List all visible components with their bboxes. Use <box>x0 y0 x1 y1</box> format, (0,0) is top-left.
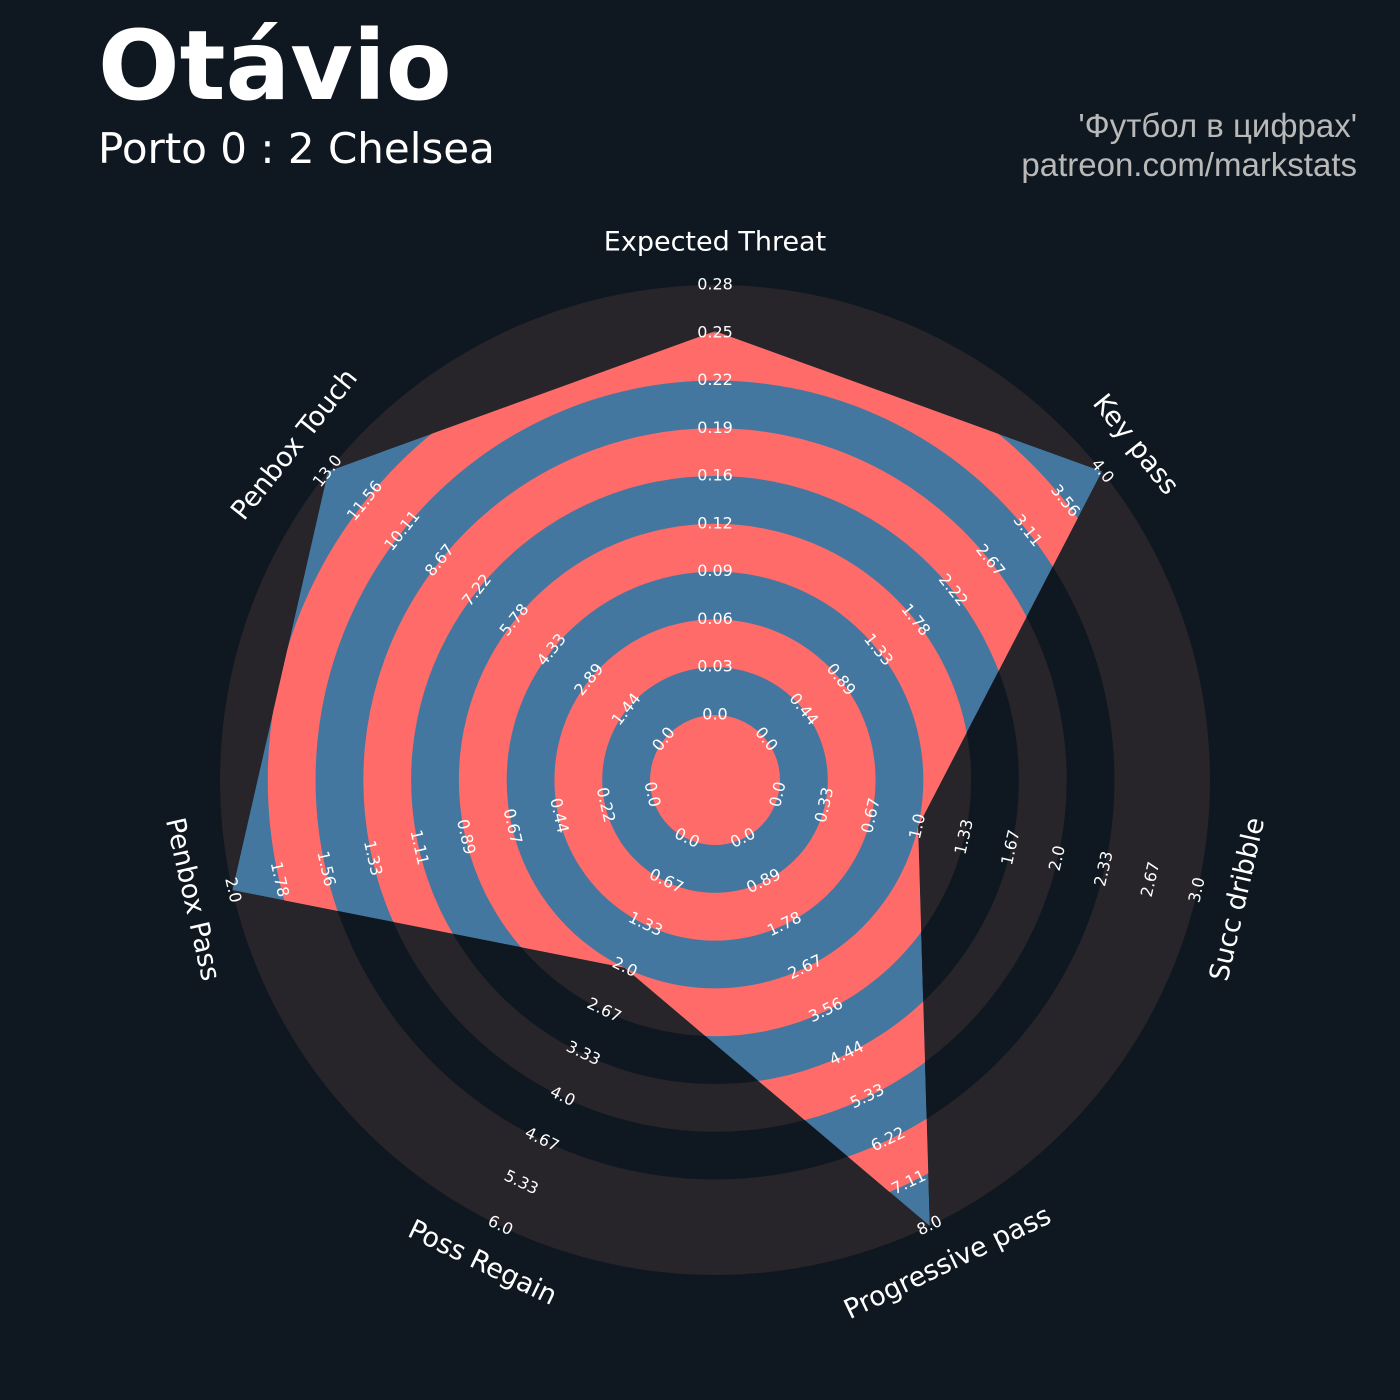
credit-block: 'Футбол в цифрах' patreon.com/markstats <box>1021 106 1357 184</box>
tick-label: 0.03 <box>697 657 733 676</box>
tick-label: 0.0 <box>702 705 727 724</box>
tick-label: 0.19 <box>697 418 733 437</box>
parameter-label: Expected Threat <box>604 227 826 258</box>
tick-label: 0.28 <box>697 275 733 294</box>
credit-line-2: patreon.com/markstats <box>1021 146 1357 183</box>
tick-label: 0.06 <box>697 609 733 628</box>
tick-label: 0.16 <box>697 466 733 485</box>
center-disc <box>650 715 780 845</box>
tick-label: 0.09 <box>697 561 733 580</box>
parameter-label: Succ dribble <box>1204 815 1271 984</box>
match-score-subtitle: Porto 0 : 2 Chelsea <box>98 124 495 173</box>
player-name-title: Otávio <box>98 10 452 122</box>
tick-label: 0.12 <box>697 513 733 532</box>
tick-label: 0.22 <box>697 370 733 389</box>
value-polygon-rings <box>232 331 1102 1227</box>
tick-label: 0.25 <box>697 322 733 341</box>
credit-line-1: 'Футбол в цифрах' <box>1078 107 1357 144</box>
parameter-label: Penbox Pass <box>159 815 226 984</box>
inner-ring-0 <box>554 619 876 941</box>
